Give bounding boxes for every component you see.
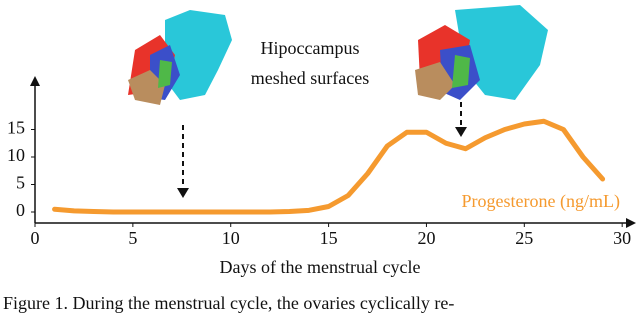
x-tick-label: 25 (515, 228, 533, 248)
legend-label: Progesterone (ng/mL) (462, 191, 620, 212)
line (52, 118, 606, 215)
x-axis-label: Days of the menstrual cycle (220, 257, 421, 277)
arrowhead (177, 188, 189, 198)
hippocampus-left (128, 10, 232, 105)
x-tick-label: 15 (320, 228, 338, 248)
arrowhead (626, 218, 636, 228)
annotation: meshed surfaces (251, 68, 369, 88)
x-tick-label: 20 (417, 228, 435, 248)
y-tick-label: 15 (7, 118, 25, 138)
arrowhead (455, 127, 467, 137)
x-tick-label: 5 (128, 228, 137, 248)
arrowhead (30, 76, 40, 86)
caption: Figure 1. During the menstrual cycle, th… (3, 293, 454, 313)
hippocampus-right (415, 5, 548, 100)
annotation: Hipoccampus (261, 38, 360, 58)
x-tick-label: 10 (222, 228, 240, 248)
y-tick-label: 0 (16, 200, 25, 220)
x-tick-label: 30 (613, 228, 631, 248)
y-tick-label: 5 (16, 173, 25, 193)
x-tick-label: 0 (31, 228, 40, 248)
y-tick-label: 10 (7, 145, 25, 165)
